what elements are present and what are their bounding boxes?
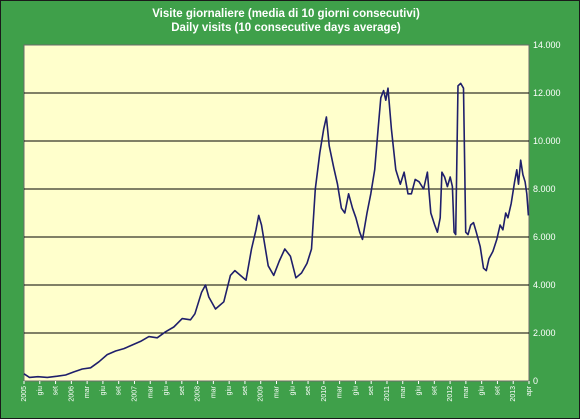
x-tick-label: giu [289,386,296,395]
x-tick-label: giu [352,386,359,395]
x-tick-label: 2010 [321,386,328,402]
x-tick-label: set [305,386,312,395]
y-tick-label: 10.000 [533,136,561,146]
x-tick-label: mar [400,385,407,398]
x-tick-label: mar [274,385,281,398]
x-tick-label: set [116,386,123,395]
x-tick-label: set [494,386,501,395]
y-tick-label: 6.000 [533,232,556,242]
x-tick-label: 2009 [258,386,265,402]
x-tick-label: set [179,386,186,395]
x-tick-label: set [431,386,438,395]
x-tick-label: giu [416,386,423,395]
x-tick-label: giu [226,386,233,395]
x-tick-label: 2011 [384,386,391,401]
chart-title: Visite giornaliere (media di 10 giorni c… [152,8,420,20]
x-tick-label: 2008 [195,386,202,402]
x-tick-label: 2006 [68,386,75,402]
x-axis-ticks: 2005 giu set 2006 mar giu set 2007 mar giu set 2008… [21,381,533,402]
x-tick-label: mar [337,385,344,398]
series-line [23,82,530,379]
x-tick-label: 2007 [131,386,138,402]
x-tick-label: mar [84,385,91,398]
plot-area [23,44,530,382]
x-tick-label: mar [210,385,217,398]
x-tick-label: giu [37,386,44,395]
y-tick-label: 14.000 [533,40,561,50]
x-tick-label: 2012 [447,386,454,402]
x-tick-label: giu [163,386,170,395]
chart-subtitle: Daily visits (10 consecutive days averag… [171,22,401,34]
x-tick-label: set [242,386,249,395]
x-tick-label: set [53,386,60,395]
x-tick-label: giu [100,386,107,395]
y-tick-label: 0 [533,376,538,386]
x-tick-label: 2013 [510,386,517,402]
x-tick-label: giu [479,386,486,395]
x-tick-label: apr [526,385,533,396]
y-tick-label: 4.000 [533,280,556,290]
x-tick-label: 2005 [21,386,28,402]
x-tick-label: set [368,386,375,395]
y-axis-ticks: 0 2.000 4.000 6.000 8.000 10.000 12.000 14.000 [533,40,561,386]
y-tick-label: 12.000 [533,88,561,98]
x-tick-label: mar [147,385,154,398]
x-tick-label: mar [463,385,470,398]
y-tick-label: 2.000 [533,328,556,338]
y-tick-label: 8.000 [533,184,556,194]
gridlines [24,92,529,334]
